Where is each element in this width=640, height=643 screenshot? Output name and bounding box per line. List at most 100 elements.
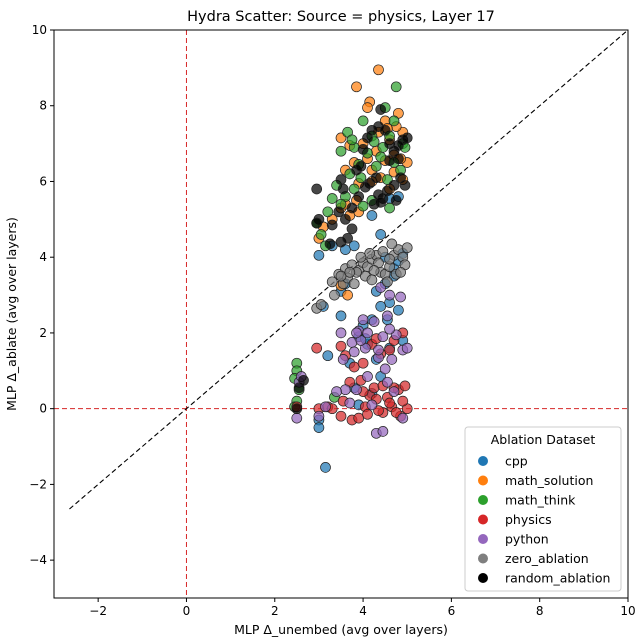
x-tick-label: 2	[271, 604, 279, 618]
data-point	[348, 240, 360, 252]
data-point	[311, 217, 323, 229]
data-point	[351, 81, 362, 93]
data-point	[401, 342, 413, 354]
data-point	[337, 354, 349, 365]
data-point	[388, 115, 400, 127]
y-tick-label: 2	[39, 326, 47, 340]
data-point	[377, 426, 389, 437]
series-random-ablation	[291, 104, 413, 415]
data-point	[333, 206, 345, 218]
data-point	[384, 155, 395, 166]
data-point	[313, 422, 325, 433]
data-point	[373, 64, 384, 76]
legend-marker	[478, 514, 488, 525]
legend-marker	[478, 573, 488, 583]
data-point	[397, 412, 409, 424]
x-tick-label: 4	[359, 604, 367, 618]
data-point	[377, 331, 389, 343]
data-point	[377, 246, 389, 257]
data-point	[326, 219, 338, 231]
data-point	[375, 229, 387, 240]
legend-label: physics	[505, 512, 552, 527]
data-point	[359, 181, 371, 193]
data-point	[375, 151, 387, 163]
data-point	[375, 104, 387, 115]
x-tick-label: −2	[89, 604, 107, 618]
data-point	[353, 412, 365, 424]
series-zero-ablation	[311, 238, 413, 314]
data-point	[362, 408, 373, 420]
data-point	[366, 274, 378, 286]
data-point	[399, 380, 411, 392]
data-points	[289, 64, 413, 473]
data-point	[384, 289, 395, 301]
axis-ticks: −2 0 2 4 6 8 10 −4 −2 0 2 4 6 8 10	[29, 23, 635, 618]
data-point	[399, 179, 411, 191]
data-point	[335, 310, 347, 322]
data-point	[384, 397, 395, 409]
data-point	[384, 323, 395, 335]
data-point	[346, 134, 358, 146]
data-point	[370, 172, 382, 184]
data-point	[346, 337, 358, 348]
data-point	[382, 376, 393, 388]
data-point	[370, 160, 382, 172]
y-tick-label: −4	[29, 553, 47, 567]
legend-item-zero-ablation: zero_ablation	[478, 551, 589, 566]
data-point	[379, 363, 391, 375]
chart-title: Hydra Scatter: Source = physics, Layer 1…	[187, 9, 495, 25]
legend-label: math_think	[505, 493, 576, 508]
data-point	[401, 132, 413, 144]
x-tick-label: 0	[183, 604, 191, 618]
legend: Ablation Dataset cpp math_solution math_th…	[464, 426, 622, 592]
legend-item-random-ablation: random_ablation	[478, 571, 610, 586]
legend-marker	[478, 475, 488, 486]
y-axis-label: MLP Δ_ablate (avg over layers)	[4, 217, 19, 411]
data-point	[315, 299, 327, 310]
data-point	[346, 223, 358, 235]
legend-label: random_ablation	[505, 571, 610, 586]
data-point	[342, 232, 353, 244]
data-point	[366, 210, 378, 221]
data-point	[335, 270, 347, 282]
plot-frame	[53, 29, 629, 599]
legend-item-physics: physics	[478, 512, 552, 527]
data-point	[355, 160, 367, 172]
data-point	[390, 195, 402, 206]
data-point	[362, 102, 373, 113]
data-point	[313, 249, 325, 261]
data-point	[348, 361, 360, 373]
data-point	[326, 276, 338, 288]
data-point	[386, 238, 398, 250]
data-point	[329, 289, 340, 301]
data-point	[364, 248, 376, 259]
data-point	[382, 276, 393, 288]
data-point	[346, 202, 358, 214]
data-point	[368, 316, 380, 327]
data-point	[291, 403, 303, 415]
data-point	[353, 191, 365, 202]
data-point	[355, 251, 367, 263]
data-point	[357, 357, 369, 369]
data-point	[342, 289, 353, 301]
data-point	[357, 200, 369, 212]
data-point	[393, 153, 404, 165]
data-point	[311, 342, 323, 354]
y-tick-label: 6	[39, 174, 47, 188]
legend-label: python	[505, 532, 549, 547]
data-point	[351, 327, 362, 339]
data-point	[337, 183, 349, 195]
x-tick-label: 10	[620, 604, 635, 618]
y-tick-label: 4	[39, 250, 47, 264]
x-tick-label: 8	[536, 604, 544, 618]
y-tick-label: −2	[29, 477, 47, 491]
data-point	[335, 145, 347, 157]
legend-item-cpp: cpp	[478, 454, 528, 469]
legend-label: cpp	[505, 454, 528, 469]
data-point	[324, 238, 336, 250]
data-point	[390, 81, 402, 93]
legend-marker	[478, 553, 488, 564]
data-point	[357, 314, 369, 326]
data-point	[397, 395, 409, 407]
